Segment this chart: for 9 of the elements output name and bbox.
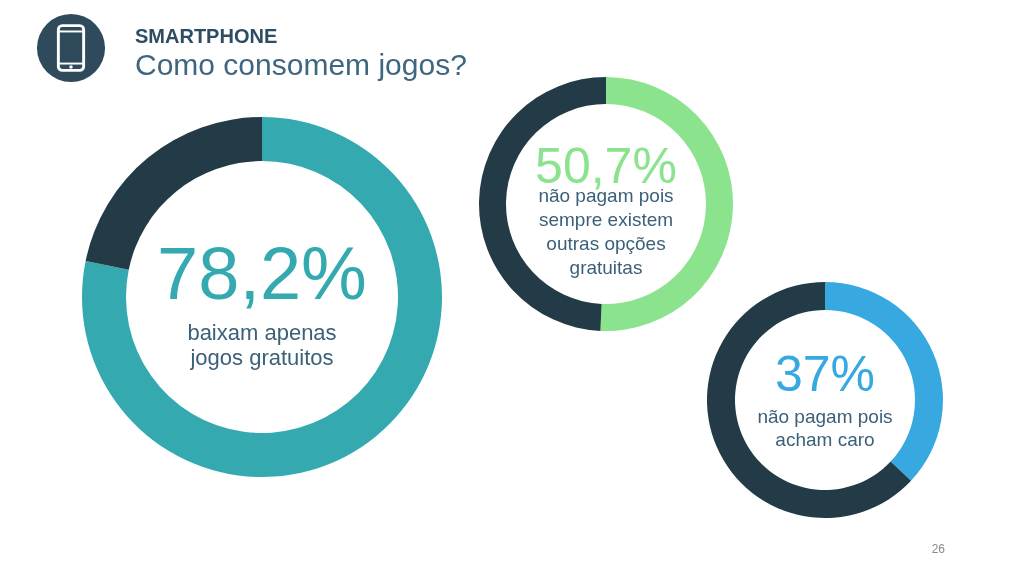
data-label: 78,2% (157, 232, 367, 315)
slice-label: não pagam pois acham caro (757, 406, 893, 450)
slice-label: baixam apenas jogos gratuitos (187, 320, 337, 370)
donut-slice (707, 282, 912, 518)
chart-subtitle: Como consomem jogos? (135, 48, 467, 81)
donut-slice (82, 117, 442, 477)
data-label: 37% (774, 346, 876, 402)
text: 26 (931, 542, 946, 556)
chart-title: SMARTPHONE (135, 25, 278, 47)
